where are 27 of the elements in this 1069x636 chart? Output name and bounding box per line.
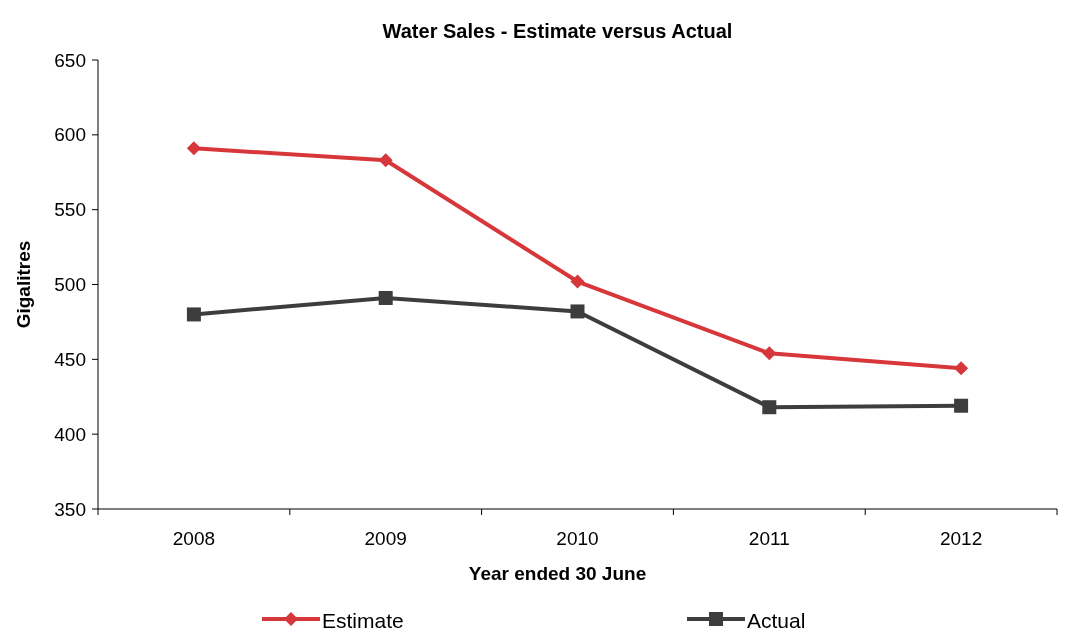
y-tick-label: 350 bbox=[54, 498, 86, 520]
y-tick-label: 500 bbox=[54, 274, 86, 296]
point bbox=[954, 361, 969, 376]
point bbox=[954, 398, 969, 413]
y-tick-label: 550 bbox=[54, 199, 86, 221]
point bbox=[186, 307, 201, 322]
point bbox=[570, 274, 585, 289]
x-tick-label: 2011 bbox=[748, 528, 790, 549]
legend-label: Estimate bbox=[322, 609, 404, 632]
point bbox=[378, 290, 393, 305]
y-tick-label: 600 bbox=[54, 124, 86, 146]
point bbox=[186, 141, 201, 156]
x-tick-label: 2010 bbox=[556, 528, 599, 549]
chart-title: Water Sales - Estimate versus Actual bbox=[382, 20, 733, 42]
x-axis-title: Year ended 30 June bbox=[468, 563, 647, 584]
y-tick-label: 650 bbox=[54, 49, 86, 71]
point bbox=[570, 304, 585, 319]
point bbox=[762, 346, 777, 361]
x-tick-label: 2008 bbox=[172, 528, 216, 549]
x-tick-label: 2012 bbox=[939, 528, 983, 549]
point bbox=[762, 400, 777, 415]
y-tick-label: 450 bbox=[54, 348, 86, 370]
point bbox=[378, 153, 393, 168]
x-tick-label: 2009 bbox=[364, 528, 407, 549]
y-tick-label: 400 bbox=[54, 423, 86, 445]
y-axis-title: Gigalitres bbox=[13, 240, 34, 329]
legend-label: Actual bbox=[747, 609, 806, 632]
